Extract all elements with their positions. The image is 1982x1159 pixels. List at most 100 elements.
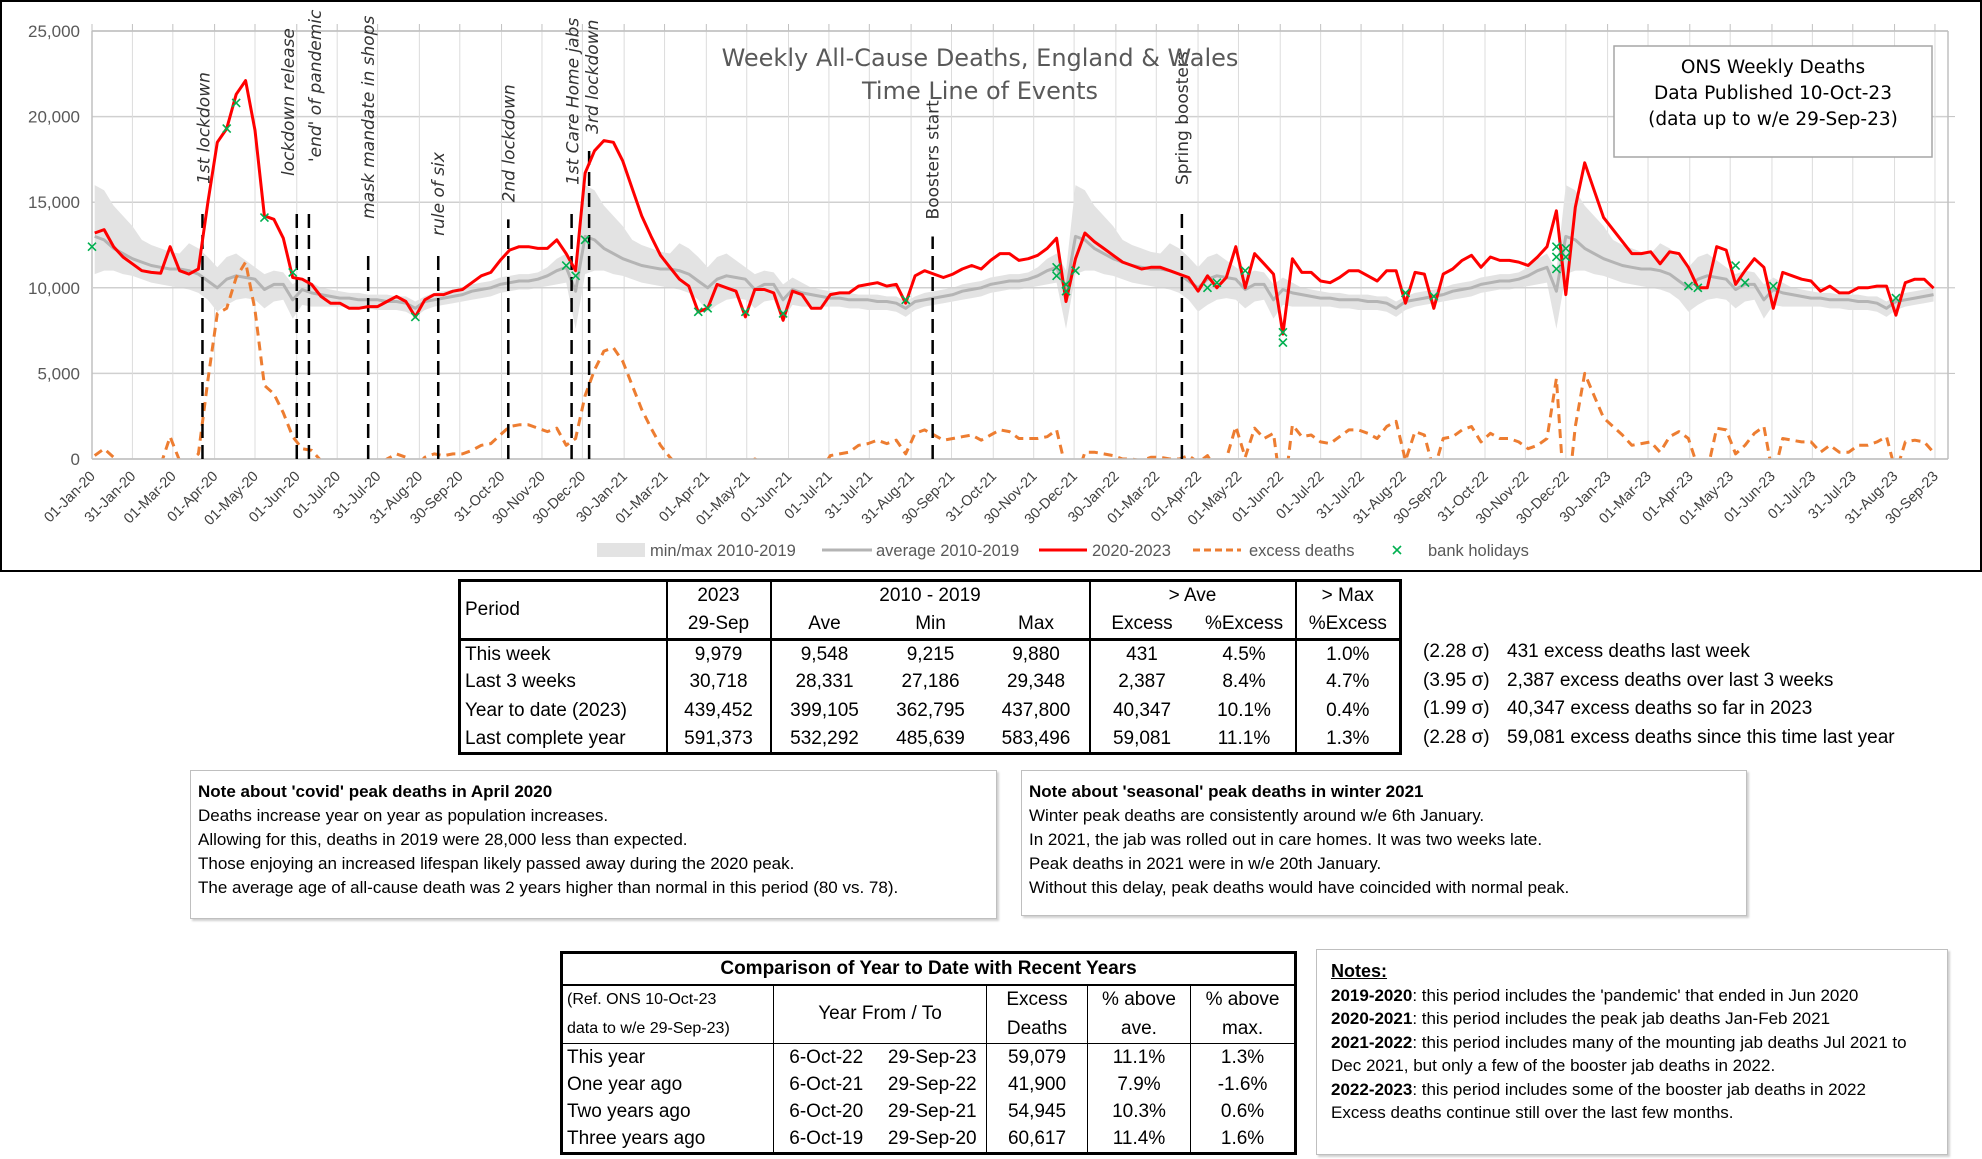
marker-stroke (1212, 278, 1222, 288)
comparison-cell-label: One year ago (561, 1071, 774, 1099)
summary-cell-max: 437,800 (983, 696, 1091, 725)
bank-holiday-marker (1061, 286, 1071, 296)
comparison-row: This year 6-Oct-22 29-Sep-23 59,079 11.1% 1.3… (561, 1043, 1296, 1071)
comparison-cell-label: This year (561, 1043, 774, 1071)
summary-cell-excess: 431 (1126, 643, 1158, 665)
marker-stroke (1061, 279, 1071, 289)
bank-holiday-marker (1551, 264, 1561, 274)
summary-cell-max: 9,880 (983, 639, 1091, 668)
y-tick-label: 15,000 (28, 193, 80, 212)
comparison-cell-to: 29-Sep-23 (878, 1043, 987, 1071)
summary-row: Last complete year 591,373 532,292 485,639 5… (459, 725, 1401, 754)
summary-table: Period 2023 2010 - 2019 > Ave > Max 29-S… (458, 579, 1403, 755)
marker-stroke (288, 267, 298, 277)
comparison-col-max-1: % above (1205, 989, 1280, 1010)
note-line: Peak deaths in 2021 were in w/e 20th Jan… (1029, 854, 1382, 873)
note-covid-title: Note about 'covid' peak deaths in April … (198, 782, 553, 801)
summary-cell-min: 27,186 (901, 671, 960, 693)
summary-cell-pct_max: 1.3% (1326, 727, 1370, 749)
marker-stroke (1429, 291, 1439, 301)
header-period: Period (459, 580, 668, 641)
notes-item-text: : this period includes the 'pandemic' th… (1412, 985, 1859, 1005)
marker-stroke (259, 213, 270, 223)
excess-deaths-line (93, 260, 1935, 459)
header-week: 29-Sep (666, 610, 772, 640)
actual-deaths-line (94, 79, 1935, 336)
summary-cell-pct: 8.4% (1193, 668, 1297, 697)
bank-holiday-marker (1551, 252, 1561, 262)
summary-cell-pct: 4.5% (1193, 639, 1297, 668)
comparison-cell-max: 1.6% (1220, 1128, 1265, 1149)
summary-cell-ave: 399,105 (790, 699, 859, 721)
comparison-col-year: Year From / To (773, 984, 987, 1044)
marker-stroke (1392, 545, 1402, 555)
header-baseline: 2010 - 2019 (770, 580, 1091, 611)
info-box (1613, 45, 1933, 158)
legend-label: average 2010-2019 (876, 542, 1019, 560)
sigma-value: (2.28 σ) (1423, 726, 1490, 748)
marker-stroke (561, 260, 571, 271)
header-excess: Excess (1111, 613, 1173, 635)
notes-item: 2019-2020: this period includes the 'pan… (1331, 984, 1933, 1008)
bank-holiday-marker (1891, 293, 1901, 303)
marker-stroke (901, 295, 911, 305)
comparison-col-ave-2: ave. (1087, 1014, 1191, 1044)
notes-item: 2020-2021: this period includes the peak… (1331, 1007, 1933, 1031)
notes-item-period: 2021-2022 (1331, 1032, 1413, 1052)
header-ave: Ave (808, 613, 841, 635)
marker-stroke (693, 307, 703, 317)
summary-cell-pct: 11.1% (1193, 725, 1297, 754)
summary-cell-value: 30,718 (666, 668, 772, 697)
summary-cell-pct_max: 1.0% (1326, 643, 1370, 665)
marker-stroke (1731, 260, 1741, 271)
bank-holiday-marker (740, 307, 750, 317)
info-box-line: ONS Weekly Deaths (1681, 57, 1865, 78)
bank-holiday-marker (222, 124, 232, 134)
y-tick-label: 10,000 (28, 279, 80, 298)
event-label: lockdown release (279, 28, 299, 176)
header-gt-ave: > Ave (1089, 580, 1297, 611)
bank-holiday-marker (1061, 279, 1071, 289)
bank-holiday-marker (1202, 283, 1213, 293)
comparison-cell-from: 6-Oct-19 (789, 1128, 864, 1149)
bank-holiday-marker (288, 267, 298, 277)
summary-cell-period: This week (459, 639, 668, 668)
notes-item: 2022-2023: this period includes some of … (1331, 1078, 1933, 1102)
marker-stroke (1278, 327, 1288, 337)
bank-holiday-marker (1070, 266, 1081, 276)
header-min: Min (915, 613, 946, 635)
comparison-row: Three years ago 6-Oct-19 29-Sep-20 60,617 11… (561, 1126, 1296, 1154)
marker-stroke (1740, 278, 1750, 288)
comparison-cell-to: 29-Sep-21 (878, 1098, 987, 1126)
bank-holiday-marker (1561, 252, 1571, 262)
marker-stroke (580, 235, 590, 245)
summary-cell-excess: 40,347 (1112, 699, 1172, 721)
sigma-value: (3.95 σ) (1423, 669, 1490, 691)
notes-item-text: Dec 2021, but only a few of the booster … (1331, 1056, 1776, 1075)
legend-label: 2020-2023 (1092, 542, 1171, 560)
summary-comment: 40,347 excess deaths so far in 2023 (1507, 698, 1813, 720)
bank-holiday-marker (1052, 262, 1062, 272)
marker-stroke (1768, 281, 1778, 291)
marker-stroke (231, 98, 241, 108)
comparison-cell-excess: 59,079 (986, 1043, 1088, 1071)
marker-stroke (1052, 262, 1062, 272)
marker-stroke (1683, 281, 1693, 291)
comparison-cell-to: 29-Sep-22 (878, 1071, 987, 1099)
header-pct-excess: %Excess (1193, 610, 1297, 640)
summary-cell-max: 29,348 (983, 668, 1091, 697)
header-gt-max: > Max (1321, 585, 1374, 607)
summary-row: This week 9,979 9,548 9,215 9,880 431 4.5% 1.0% (459, 639, 1401, 668)
marker-stroke (1551, 264, 1561, 274)
event-label: rule of six (429, 151, 449, 236)
summary-cell-ave: 28,331 (795, 671, 854, 693)
bank-holiday-marker (703, 303, 713, 313)
notes-item-period: 2019-2020 (1331, 985, 1413, 1005)
note-seasonal-title: Note about 'seasonal' peak deaths in win… (1029, 782, 1424, 801)
comparison-col-excess-2: Deaths (986, 1014, 1088, 1044)
comparison-col-max-2: max. (1221, 1017, 1264, 1039)
chart-subtitle: Time Line of Events (861, 77, 1098, 105)
comparison-cell-label: Three years ago (561, 1126, 774, 1154)
bank-holiday-marker (410, 312, 420, 322)
bank-holiday-marker (580, 235, 590, 245)
